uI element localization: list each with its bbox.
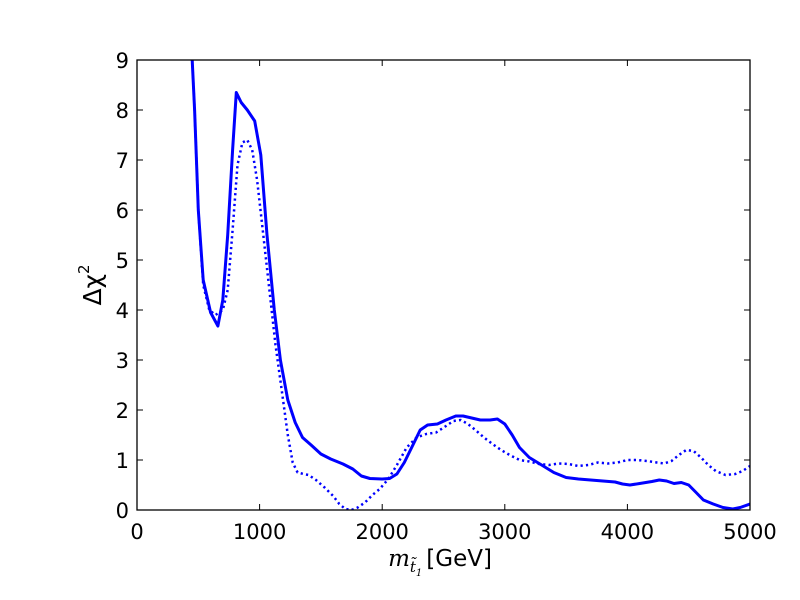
series-line-solid xyxy=(190,60,750,510)
x-axis-label: mt̃1 [GeV] xyxy=(388,546,492,579)
series-line-dotted xyxy=(190,60,750,510)
y-tick-label: 3 xyxy=(116,349,129,373)
y-tick-label: 1 xyxy=(116,449,129,473)
x-axis-label-subscript: t̃ xyxy=(410,557,417,576)
y-tick-label: 0 xyxy=(116,499,129,523)
x-tick-label: 0 xyxy=(130,520,143,544)
y-axis-label-symbol: Δχ xyxy=(78,274,107,306)
y-axis-label-superscript: 2 xyxy=(75,264,93,274)
y-tick-label: 8 xyxy=(116,99,129,123)
plot-frame xyxy=(136,59,751,511)
ticks-layer: 0 1000 2000 3000 4000 5000 0 1 2 3 4 5 6 7 8 9 xyxy=(116,49,777,544)
x-tick-label: 2000 xyxy=(355,520,408,544)
x-axis-label-unit: [GeV] xyxy=(426,546,492,572)
x-axis-label-subsubscript: 1 xyxy=(416,568,422,579)
y-axis-label: Δχ2 xyxy=(75,264,107,305)
y-tick-label: 6 xyxy=(116,199,129,223)
y-tick-label: 5 xyxy=(116,249,129,273)
x-tick-label: 5000 xyxy=(723,520,776,544)
x-tick-label: 3000 xyxy=(478,520,531,544)
y-tick-label: 9 xyxy=(116,49,129,73)
y-tick-label: 7 xyxy=(116,149,129,173)
x-tick-label: 1000 xyxy=(233,520,286,544)
y-tick-label: 2 xyxy=(116,399,129,423)
y-tick-label: 4 xyxy=(116,299,129,323)
series-layer xyxy=(190,60,750,510)
x-tick-label: 4000 xyxy=(601,520,654,544)
x-axis-label-symbol: m xyxy=(388,546,410,572)
